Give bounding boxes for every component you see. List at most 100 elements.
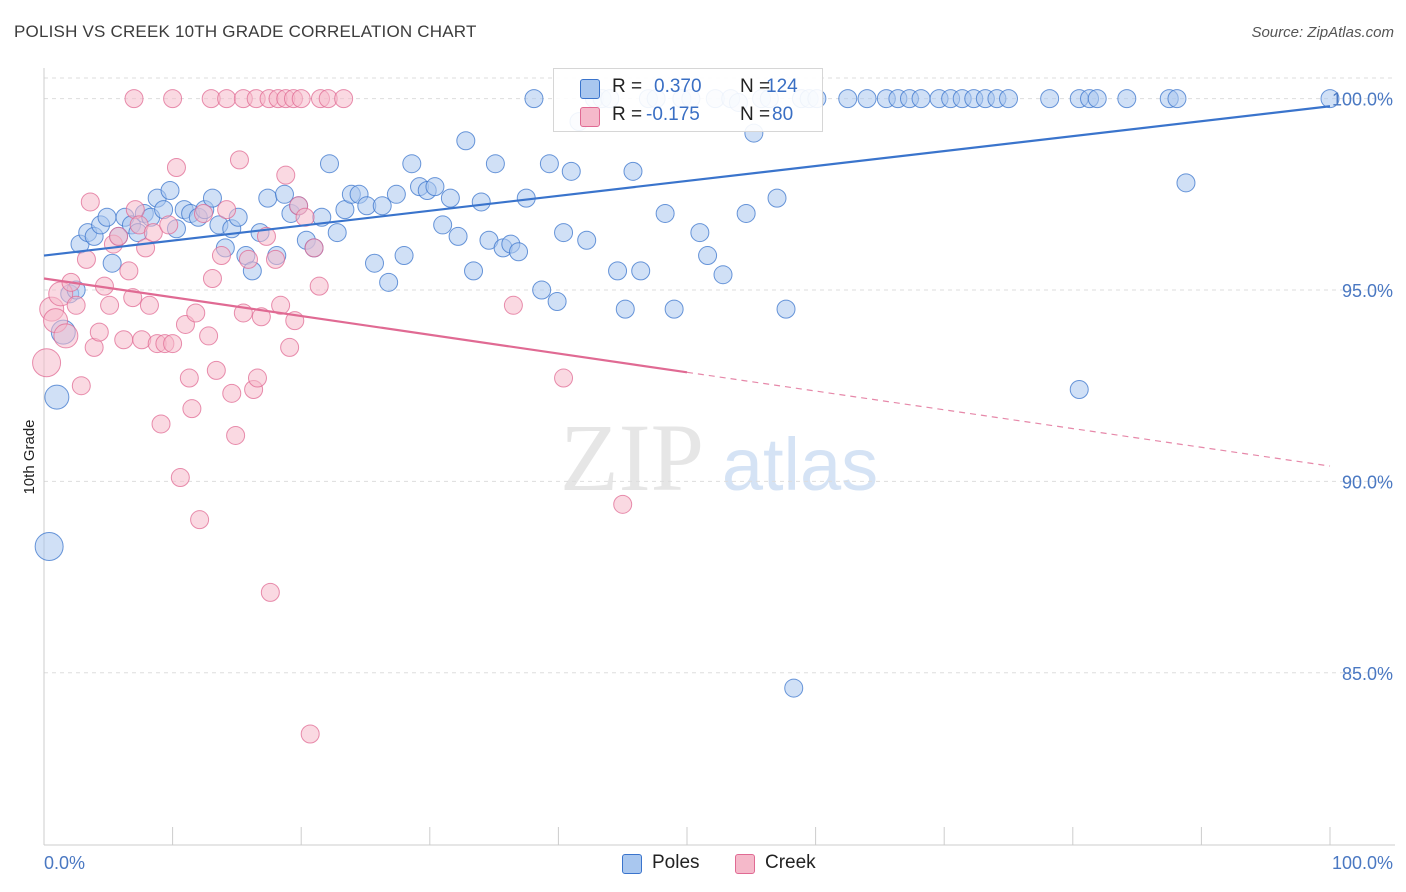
creek-point bbox=[613, 494, 633, 514]
poles-point bbox=[623, 161, 643, 181]
poles-point bbox=[664, 299, 684, 319]
poles-point bbox=[464, 261, 484, 281]
creek-point bbox=[159, 215, 179, 235]
creek-point bbox=[334, 89, 354, 109]
creek-point bbox=[265, 249, 285, 269]
poles-point bbox=[631, 261, 651, 281]
poles-point bbox=[713, 265, 733, 285]
creek-point bbox=[300, 724, 320, 744]
creek-point bbox=[251, 307, 271, 327]
creek-point bbox=[71, 376, 91, 396]
poles-point bbox=[44, 384, 70, 410]
poles-point bbox=[394, 246, 414, 266]
legend-poles-label: Poles bbox=[652, 852, 700, 873]
poles-point bbox=[608, 261, 628, 281]
poles-point bbox=[1087, 89, 1107, 109]
poles-point bbox=[736, 203, 756, 223]
poles-point bbox=[97, 207, 117, 227]
grid-lines bbox=[44, 77, 1395, 674]
creek-point bbox=[66, 295, 86, 315]
y-tick-label: 85.0% bbox=[1342, 664, 1393, 684]
creek-point bbox=[217, 200, 237, 220]
creek-point bbox=[100, 295, 120, 315]
creek-point bbox=[503, 295, 523, 315]
poles-point bbox=[655, 203, 675, 223]
poles-point bbox=[202, 188, 222, 208]
creek-point bbox=[32, 348, 62, 378]
creek-point bbox=[109, 226, 129, 246]
poles-point bbox=[698, 246, 718, 266]
creek-point bbox=[151, 414, 171, 434]
x-tick-label-min: 0.0% bbox=[44, 853, 85, 873]
creek-point bbox=[186, 303, 206, 323]
poles-point bbox=[999, 89, 1018, 109]
poles-point bbox=[319, 154, 339, 174]
creek-r-label: R = bbox=[612, 104, 643, 125]
poles-point bbox=[160, 180, 180, 200]
creek-point bbox=[260, 582, 280, 602]
legend-row-poles: R = 0.370 N = 124 bbox=[554, 73, 822, 101]
poles-point bbox=[539, 154, 559, 174]
creek-trend-line-extension bbox=[686, 371, 1331, 467]
creek-point bbox=[226, 425, 246, 445]
creek-point bbox=[124, 89, 144, 109]
poles-point bbox=[365, 253, 385, 273]
creek-point bbox=[143, 223, 163, 243]
poles-point bbox=[1040, 89, 1060, 109]
legend-creek-label: Creek bbox=[765, 852, 816, 873]
creek-point bbox=[222, 383, 242, 403]
poles-point bbox=[838, 89, 858, 109]
creek-point bbox=[163, 89, 183, 109]
poles-point bbox=[433, 215, 453, 235]
creek-point bbox=[217, 89, 237, 109]
poles-point bbox=[554, 223, 574, 243]
poles-point bbox=[402, 154, 422, 174]
creek-point bbox=[139, 295, 159, 315]
watermark-zip: ZIP bbox=[560, 404, 704, 511]
creek-point bbox=[206, 360, 226, 380]
legend-creek-swatch bbox=[735, 854, 755, 874]
legend-poles-swatch bbox=[622, 854, 642, 874]
y-axis-label: 10th Grade bbox=[21, 419, 38, 494]
poles-point bbox=[1069, 380, 1089, 400]
poles-trend-line bbox=[43, 105, 1331, 257]
watermark-atlas: atlas bbox=[722, 423, 878, 506]
y-tick-label: 95.0% bbox=[1342, 281, 1393, 301]
poles-n-label: N = bbox=[740, 76, 771, 97]
poles-point bbox=[784, 678, 804, 698]
creek-point bbox=[247, 368, 267, 388]
poles-point bbox=[547, 291, 567, 311]
poles-point bbox=[1117, 89, 1137, 109]
creek-n-value: 80 bbox=[772, 104, 794, 125]
creek-n-label: N = bbox=[740, 104, 771, 125]
legend-row-creek: R = -0.175 N = 80 bbox=[554, 101, 822, 129]
poles-point bbox=[776, 299, 796, 319]
creek-point bbox=[199, 326, 219, 346]
poles-point bbox=[1176, 173, 1196, 193]
creek-point bbox=[114, 330, 134, 350]
x-tick-label-max: 100.0% bbox=[1332, 853, 1393, 873]
poles-point bbox=[577, 230, 597, 250]
poles-point bbox=[274, 184, 294, 204]
creek-point bbox=[119, 261, 139, 281]
y-tick-labels: 85.0% 90.0% 95.0% 100.0% bbox=[1332, 90, 1393, 684]
creek-point bbox=[276, 165, 296, 185]
poles-point bbox=[690, 223, 710, 243]
axes bbox=[43, 68, 1395, 846]
poles-r-label: R = bbox=[612, 76, 643, 97]
creek-point bbox=[190, 510, 210, 530]
poles-point bbox=[471, 192, 491, 212]
creek-point bbox=[170, 468, 190, 488]
poles-point bbox=[524, 89, 544, 109]
creek-point bbox=[166, 158, 186, 178]
creek-point bbox=[163, 334, 183, 354]
creek-point bbox=[229, 150, 249, 170]
poles-point bbox=[485, 154, 505, 174]
creek-point bbox=[179, 368, 199, 388]
poles-point bbox=[561, 161, 581, 181]
poles-point bbox=[767, 188, 787, 208]
poles-n-value: 124 bbox=[766, 76, 798, 97]
poles-point bbox=[532, 280, 552, 300]
creek-point bbox=[182, 399, 202, 419]
poles-point bbox=[379, 272, 399, 292]
